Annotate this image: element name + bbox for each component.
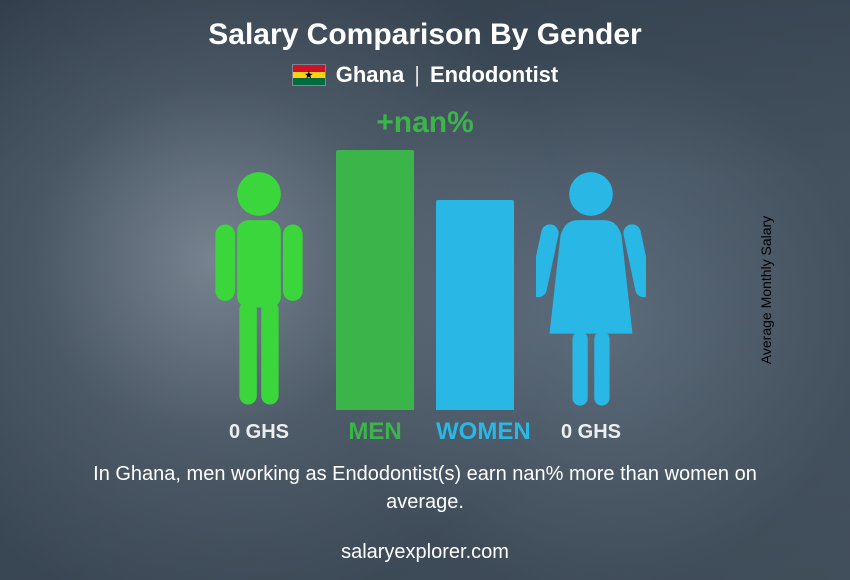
men-salary-value: 0 GHS [204,421,314,444]
page-title: Salary Comparison By Gender [0,18,850,52]
percent-difference-label: +nan% [0,106,850,140]
footer-source: salaryexplorer.com [0,541,850,564]
women-label: WOMEN [436,418,514,446]
country-label: Ghana [336,62,404,88]
subtitle-row: ★ Ghana | Endodontist [0,62,850,88]
y-axis-label: Average Monthly Salary [758,216,774,364]
labels-row: 0 GHS MEN WOMEN 0 GHS [0,418,850,446]
flag-star-icon: ★ [293,72,325,79]
ghana-flag-icon: ★ [292,64,326,86]
man-icon [204,170,314,410]
woman-icon [536,170,646,410]
men-bar [336,150,414,410]
chart-area [0,140,850,410]
women-salary-value: 0 GHS [536,421,646,444]
men-label: MEN [336,418,414,446]
separator: | [414,62,420,88]
occupation-label: Endodontist [430,62,558,88]
description-text: In Ghana, men working as Endodontist(s) … [60,460,790,516]
women-bar [436,200,514,410]
infographic-container: Salary Comparison By Gender ★ Ghana | En… [0,0,850,580]
